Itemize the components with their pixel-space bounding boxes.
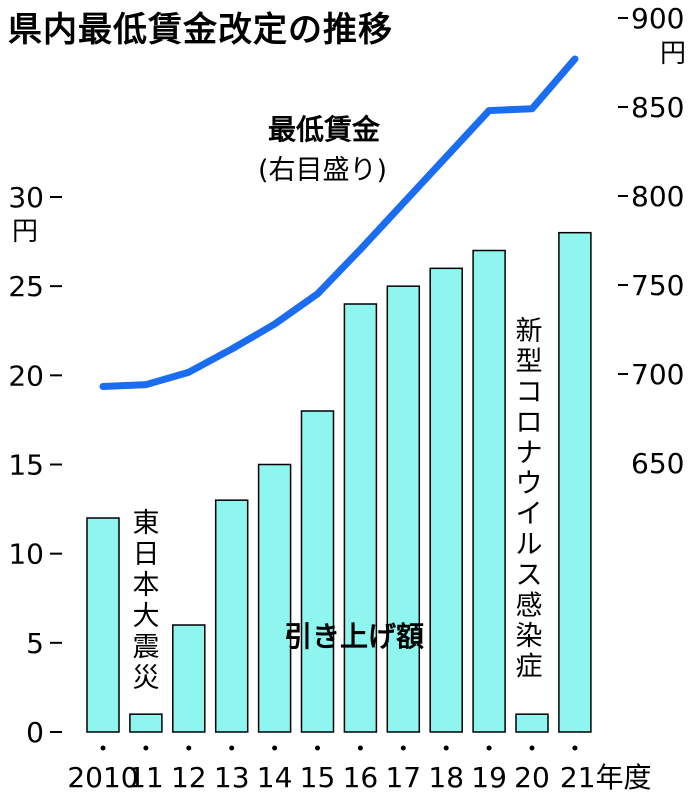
bar-14: [257, 463, 292, 733]
bar-18: [429, 267, 463, 733]
x-dot-16: [357, 745, 363, 751]
line-minimum-wage: [99, 55, 579, 390]
annotation-earthquake-char: 災: [133, 663, 160, 694]
annotation-covid-char: コ: [516, 377, 543, 408]
bar-20: [515, 713, 549, 733]
x-tick-label-13: 13: [214, 761, 250, 794]
bar-13: [214, 499, 249, 733]
x-dot-18: [443, 745, 449, 751]
bar-15: [300, 410, 335, 733]
annotation-covid-char: 染: [516, 621, 543, 652]
bar-2010: [86, 517, 120, 733]
x-dot-21: [572, 745, 578, 751]
x-dot-12: [186, 745, 192, 751]
x-tick-label-20: 20: [514, 761, 550, 794]
bar-11: [129, 713, 163, 733]
x-dot-15: [315, 745, 320, 751]
annotation-covid-char: 新: [516, 316, 543, 347]
bar-21: [558, 231, 592, 733]
right-tick-label-800: 800: [631, 180, 684, 213]
bar-12: [172, 624, 206, 733]
x-dot-11: [143, 745, 149, 751]
annotation-earthquake-char: 大: [133, 601, 160, 632]
x-tick-label-2010: 2010: [67, 761, 138, 794]
annotation-covid-char: ロ: [516, 408, 543, 439]
left-tick-label-5: 5: [26, 627, 44, 660]
annotation-covid-char: 症: [516, 652, 543, 683]
right-tick-label-650: 650: [631, 447, 684, 480]
x-tick-label-17: 17: [385, 761, 421, 794]
left-tick-label-30: 30: [8, 181, 44, 214]
x-tick-label-11: 11: [128, 761, 164, 794]
x-tick-label-16: 16: [343, 761, 379, 794]
left-tick-label-20: 20: [8, 359, 44, 392]
right-tick-label-750: 750: [631, 269, 684, 302]
right-tick-label-900: 900: [631, 2, 684, 35]
right-tick-label-700: 700: [631, 358, 684, 391]
bar-series-name: 引き上げ額: [284, 620, 424, 653]
right-tick-label-850: 850: [631, 91, 684, 124]
x-dot-17: [400, 745, 406, 751]
left-tick-label-25: 25: [8, 270, 44, 303]
bar-16: [343, 303, 378, 733]
x-tick-label-19: 19: [471, 761, 507, 794]
left-tick-label-0: 0: [26, 716, 44, 749]
x-dot-14: [272, 745, 278, 751]
annotation-covid-char: イ: [516, 499, 543, 530]
annotation-earthquake-char: 東: [133, 508, 160, 539]
bar-19: [472, 249, 506, 733]
x-dot-13: [229, 745, 235, 751]
x-tick-label-15: 15: [300, 761, 336, 794]
line-series-name: 最低賃金: [268, 113, 381, 146]
bar-17: [386, 285, 421, 733]
x-tick-label-14: 14: [257, 761, 293, 794]
left-tick-label-10: 10: [8, 538, 44, 571]
annotation-covid-char: 型: [516, 347, 543, 378]
annotation-earthquake-char: 日: [133, 539, 160, 570]
x-tick-label-21: 21年度: [560, 761, 652, 794]
annotation-covid-char: ス: [516, 560, 543, 591]
annotation-covid-char: ウ: [516, 469, 543, 500]
right-axis-unit: 円: [660, 39, 686, 69]
annotation-earthquake-char: 震: [133, 632, 160, 663]
annotation-covid-char: ル: [516, 530, 543, 561]
left-axis-unit: 円: [12, 217, 38, 247]
x-tick-label-12: 12: [171, 761, 207, 794]
annotation-earthquake-char: 本: [133, 570, 160, 601]
x-dot-19: [486, 745, 492, 751]
annotation-covid-char: ナ: [516, 438, 543, 469]
left-tick-label-15: 15: [8, 449, 44, 482]
x-dot-20: [529, 745, 535, 751]
line-series-note: (右目盛り): [258, 155, 387, 186]
annotation-covid-char: 感: [516, 591, 543, 622]
x-dot-2010: [100, 745, 106, 751]
chart-title: 県内最低賃金改定の推移: [8, 10, 393, 50]
x-tick-label-18: 18: [428, 761, 464, 794]
